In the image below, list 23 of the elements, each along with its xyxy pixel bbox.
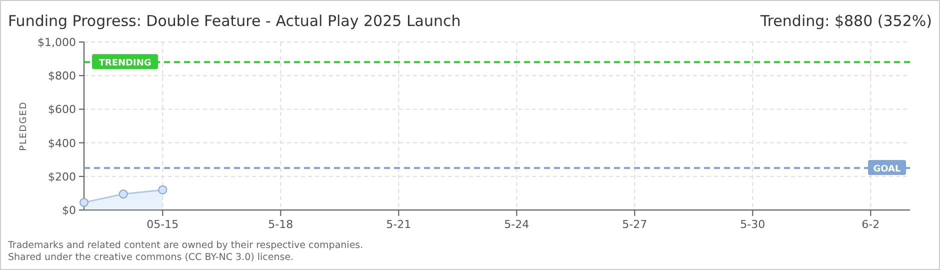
ref-line-label: TRENDING (98, 58, 152, 69)
point (158, 185, 168, 194)
x-tick-label: 5-21 (386, 218, 412, 231)
chart-title: Funding Progress: Double Feature - Actual Play 2025 Launch (8, 12, 461, 30)
y-tick-label: $800 (48, 70, 76, 83)
point (118, 190, 128, 199)
x-tick-label: 05-15 (146, 218, 179, 231)
y-tick-label: $0 (62, 204, 76, 217)
text: Shared under the creative commons (CC BY-NC 3.0) license. (8, 252, 294, 263)
chart-subtitle: Trending: $880 (352%) (759, 12, 932, 30)
x-tick-label: 6-2 (862, 218, 880, 231)
y-tick-label: $200 (48, 170, 76, 184)
point (80, 198, 88, 207)
y-tick-label: $600 (48, 103, 76, 116)
text: Trademarks and related content are owned by their respective companies. (7, 240, 364, 251)
x-tick-label: 5-27 (622, 218, 648, 231)
x-tick-label: 5-30 (740, 218, 766, 231)
y-tick-label: $1,000 (38, 36, 76, 49)
ref-line-label: GOAL (873, 164, 902, 174)
x-tick-label: 5-24 (504, 218, 530, 231)
y-tick-label: $400 (48, 136, 76, 150)
x-tick-label: 5-18 (268, 218, 294, 231)
y-axis-title: PLEDGED (19, 101, 29, 151)
